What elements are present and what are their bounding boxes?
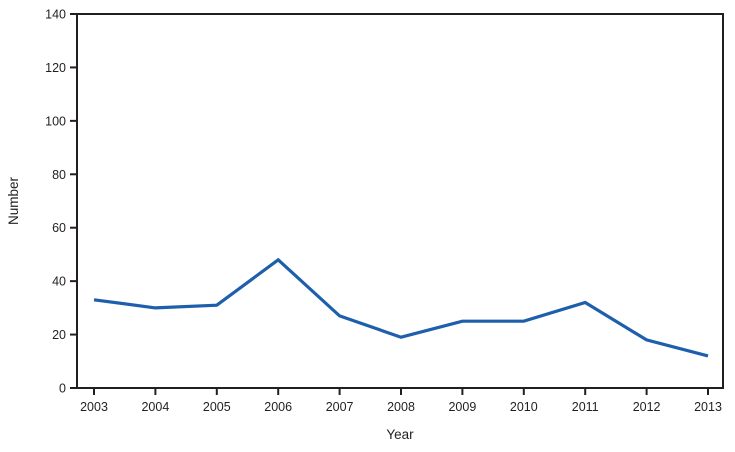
x-tick-label: 2003	[80, 400, 108, 414]
x-tick-label: 2007	[326, 400, 354, 414]
y-tick-label: 60	[52, 221, 66, 235]
x-tick-label: 2005	[203, 400, 231, 414]
y-tick-label: 100	[45, 114, 66, 128]
y-tick-label: 120	[45, 61, 66, 75]
y-tick-label: 0	[59, 382, 66, 396]
plot-group: 0 20 40 60 80 100 120 140 2003 2004 2005 2006 2007 20…	[45, 8, 724, 414]
x-tick-label: 2008	[387, 400, 415, 414]
plot-frame	[76, 13, 724, 389]
y-tick-label: 40	[52, 275, 66, 289]
x-tick-label: 2011	[572, 400, 599, 414]
y-tick-label: 80	[52, 168, 66, 182]
y-tick-label: 20	[52, 328, 66, 342]
x-axis-title: Year	[386, 427, 414, 442]
x-tick-label: 2009	[448, 400, 476, 414]
y-axis-title: Number	[6, 176, 21, 225]
x-tick-label: 2012	[633, 400, 661, 414]
data-line	[93, 257, 709, 358]
x-tick-label: 2013	[694, 400, 722, 414]
x-tick-label: 2004	[141, 400, 169, 414]
x-tick-label: 2010	[510, 400, 538, 414]
x-tick-label: 2006	[264, 400, 292, 414]
y-tick-label: 140	[45, 8, 66, 22]
